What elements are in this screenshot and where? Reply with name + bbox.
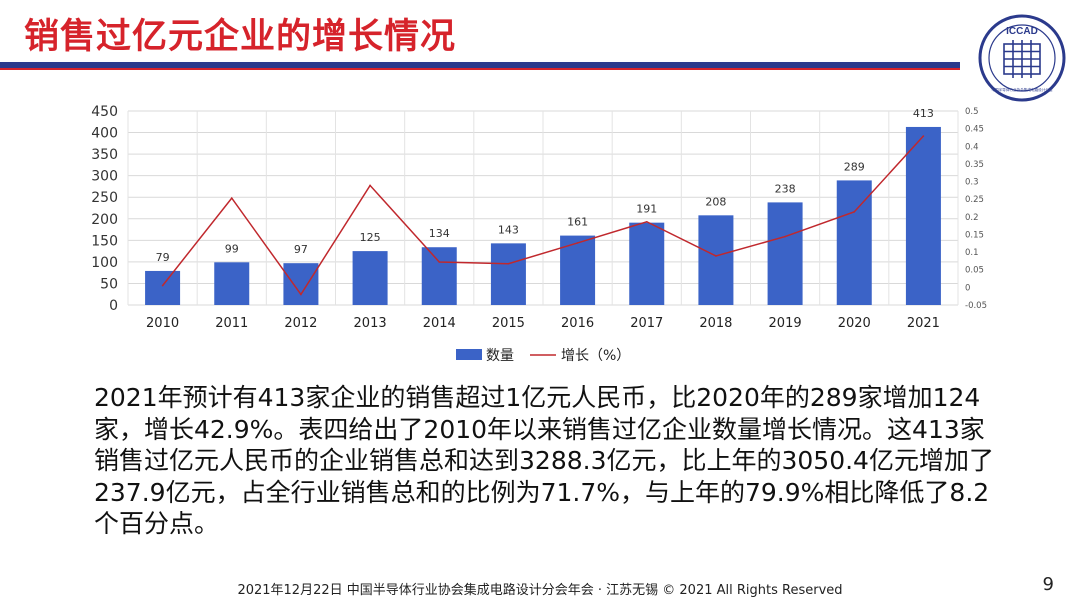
y-right-tick-label: 0.45	[965, 125, 984, 135]
growth-point	[161, 284, 164, 287]
y-right-tick-label: 0.4	[965, 142, 979, 152]
x-tick-label: 2016	[561, 316, 594, 331]
x-tick-label: 2018	[699, 316, 732, 331]
chart-legend: 数量 增长（%）	[456, 348, 630, 364]
bar-data-label: 99	[225, 242, 239, 255]
bar-data-label: 191	[636, 203, 657, 216]
y-right-tick-label: 0.35	[965, 160, 984, 170]
legend-swatch-bar	[456, 349, 482, 360]
growth-point	[853, 211, 856, 213]
y-right-tick-label: -0.05	[965, 301, 987, 311]
growth-point	[715, 255, 717, 257]
x-tick-label: 2015	[492, 316, 525, 331]
y-left-tick-label: 350	[91, 147, 118, 163]
bar	[698, 215, 734, 305]
x-tick-label: 2013	[354, 316, 387, 331]
bar	[836, 180, 872, 305]
y-left-tick-label: 200	[91, 212, 118, 228]
grid-lines	[127, 110, 959, 306]
bar-data-label: 97	[294, 243, 308, 256]
bar-data-label: 125	[360, 231, 381, 244]
iccad-logo: ICCAD 中国半导体行业协会集成电路设计分会	[978, 14, 1066, 102]
y-left-tick-label: 400	[91, 126, 118, 142]
growth-point	[576, 242, 579, 244]
bar	[421, 247, 457, 305]
title-rule-red	[0, 68, 960, 70]
growth-point	[784, 235, 786, 238]
bar	[352, 251, 388, 305]
legend-label-line: 增长（%）	[561, 348, 630, 364]
growth-line	[161, 135, 924, 296]
bar-data-label: 208	[705, 195, 726, 208]
footer: 2021年12月22日 中国半导体行业协会集成电路设计分会年会 · 江苏无锡 ©…	[237, 583, 843, 598]
y-right-tick-label: 0.05	[965, 266, 984, 276]
bar-data-label: 161	[567, 216, 588, 229]
summary-paragraph: 2021年预计有413家企业的销售超过1亿元人民币，比2020年的289家增加1…	[94, 383, 994, 538]
data-labels: 79 99 97 125 134 143 161 191 208 238 289 413	[156, 107, 934, 264]
x-tick-label: 2019	[769, 316, 802, 331]
title-rule-blue	[0, 62, 960, 68]
y-right-tick-label: 0.1	[965, 248, 979, 258]
x-tick-label: 2014	[423, 316, 456, 331]
axis-ticks: 0 50 100 150 200 250 300 350 400 450 -0.05 0 0.05 0.1…	[91, 104, 987, 331]
x-tick-label: 2011	[215, 316, 248, 331]
x-tick-label: 2010	[146, 316, 179, 331]
logo-small-text: 中国半导体行业协会集成电路设计分会	[991, 87, 1052, 92]
growth-point	[230, 197, 233, 199]
y-left-tick-label: 100	[91, 255, 118, 271]
bar	[905, 126, 941, 305]
bar-data-label: 289	[844, 160, 865, 173]
bar	[767, 202, 803, 305]
bar-data-label: 238	[775, 182, 796, 195]
x-tick-label: 2020	[838, 316, 871, 331]
growth-point	[922, 135, 925, 137]
growth-point	[645, 220, 648, 223]
bar-data-label: 413	[913, 107, 934, 120]
sales-chart: 79 99 97 125 134 143 161 191 208 238 289 413 0 50 100…	[91, 104, 987, 364]
bar-data-label: 143	[498, 223, 519, 236]
y-left-tick-label: 0	[109, 298, 118, 314]
bar	[145, 270, 181, 305]
bar	[490, 243, 526, 305]
growth-point	[369, 184, 371, 187]
growth-point	[507, 262, 510, 265]
growth-point	[438, 261, 441, 263]
y-left-tick-label: 450	[91, 104, 118, 120]
y-left-tick-label: 250	[91, 190, 118, 206]
y-right-tick-label: 0.2	[965, 213, 979, 223]
y-left-tick-label: 300	[91, 169, 118, 185]
bar	[214, 262, 250, 305]
y-left-tick-label: 50	[100, 276, 118, 292]
slide-title: 销售过亿元企业的增长情况	[24, 17, 457, 57]
line-series	[161, 135, 925, 296]
x-tick-label: 2021	[907, 316, 940, 331]
bar-series	[145, 126, 941, 305]
bar	[629, 222, 665, 305]
y-right-tick-label: 0.25	[965, 195, 984, 205]
bar-data-label: 79	[156, 251, 170, 264]
y-left-tick-label: 150	[91, 233, 118, 249]
page-number: 9	[1042, 574, 1054, 595]
y-right-tick-label: 0	[965, 283, 970, 293]
bar-data-label: 134	[429, 227, 450, 240]
y-right-tick-label: 0.3	[965, 178, 979, 188]
y-right-tick-label: 0.15	[965, 230, 984, 240]
bar	[283, 263, 319, 305]
y-right-tick-label: 0.5	[965, 107, 979, 117]
growth-point	[300, 293, 302, 296]
x-tick-label: 2012	[284, 316, 317, 331]
legend-label-bar: 数量	[486, 348, 514, 364]
x-tick-label: 2017	[630, 316, 663, 331]
logo-text: ICCAD	[1006, 26, 1038, 37]
